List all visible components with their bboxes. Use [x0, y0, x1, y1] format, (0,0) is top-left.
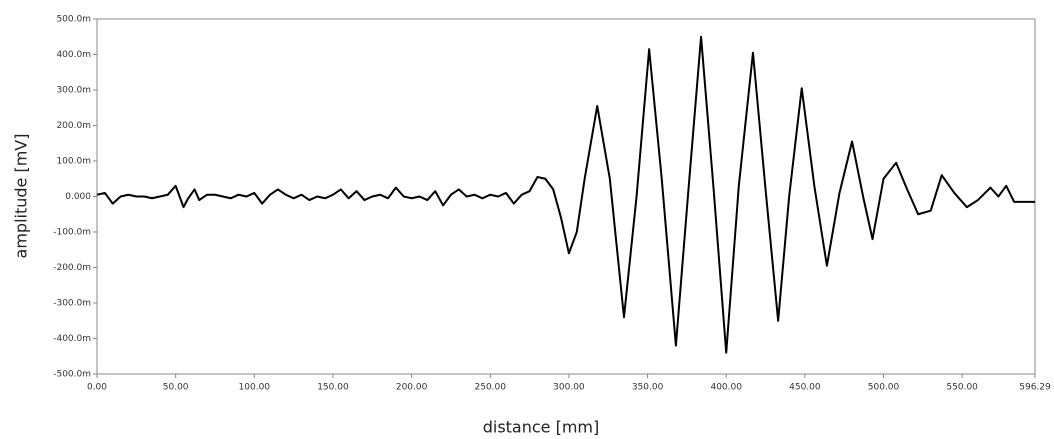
- x-tick-label: 400.00: [710, 383, 742, 393]
- x-tick-label: 200.00: [396, 383, 428, 393]
- x-tick-label: 0.00: [87, 383, 107, 393]
- y-tick-label: 200.0m: [56, 121, 91, 131]
- y-tick-label: -500.0m: [53, 370, 91, 380]
- y-tick-label: 0.000: [65, 192, 91, 202]
- x-tick-label: 450.00: [789, 383, 821, 393]
- y-tick-label: 400.0m: [56, 50, 91, 60]
- x-axis-title: distance [mm]: [483, 418, 600, 437]
- y-axis-title: amplitude [mV]: [12, 134, 31, 259]
- y-tick-label: -400.0m: [53, 334, 91, 344]
- x-tick-label: 150.00: [317, 383, 349, 393]
- x-tick-label: 50.00: [163, 383, 189, 393]
- x-tick-label: 100.00: [239, 383, 271, 393]
- y-tick-label: -100.0m: [53, 228, 91, 238]
- plot-area: [96, 18, 1036, 375]
- x-tick-label: 500.00: [868, 383, 900, 393]
- x-tick-label: 596.29: [1019, 383, 1051, 393]
- y-tick-label: 500.0m: [56, 15, 91, 25]
- x-tick-label: 350.00: [632, 383, 664, 393]
- x-tick-label: 550.00: [946, 383, 978, 393]
- y-tick-label: 100.0m: [56, 157, 91, 167]
- x-tick-label: 250.00: [475, 383, 507, 393]
- x-tick-label: 300.00: [553, 383, 585, 393]
- data-line: [96, 35, 1035, 354]
- y-tick-label: -200.0m: [53, 263, 91, 273]
- y-tick-label: -300.0m: [53, 299, 91, 309]
- y-tick-label: 300.0m: [56, 86, 91, 96]
